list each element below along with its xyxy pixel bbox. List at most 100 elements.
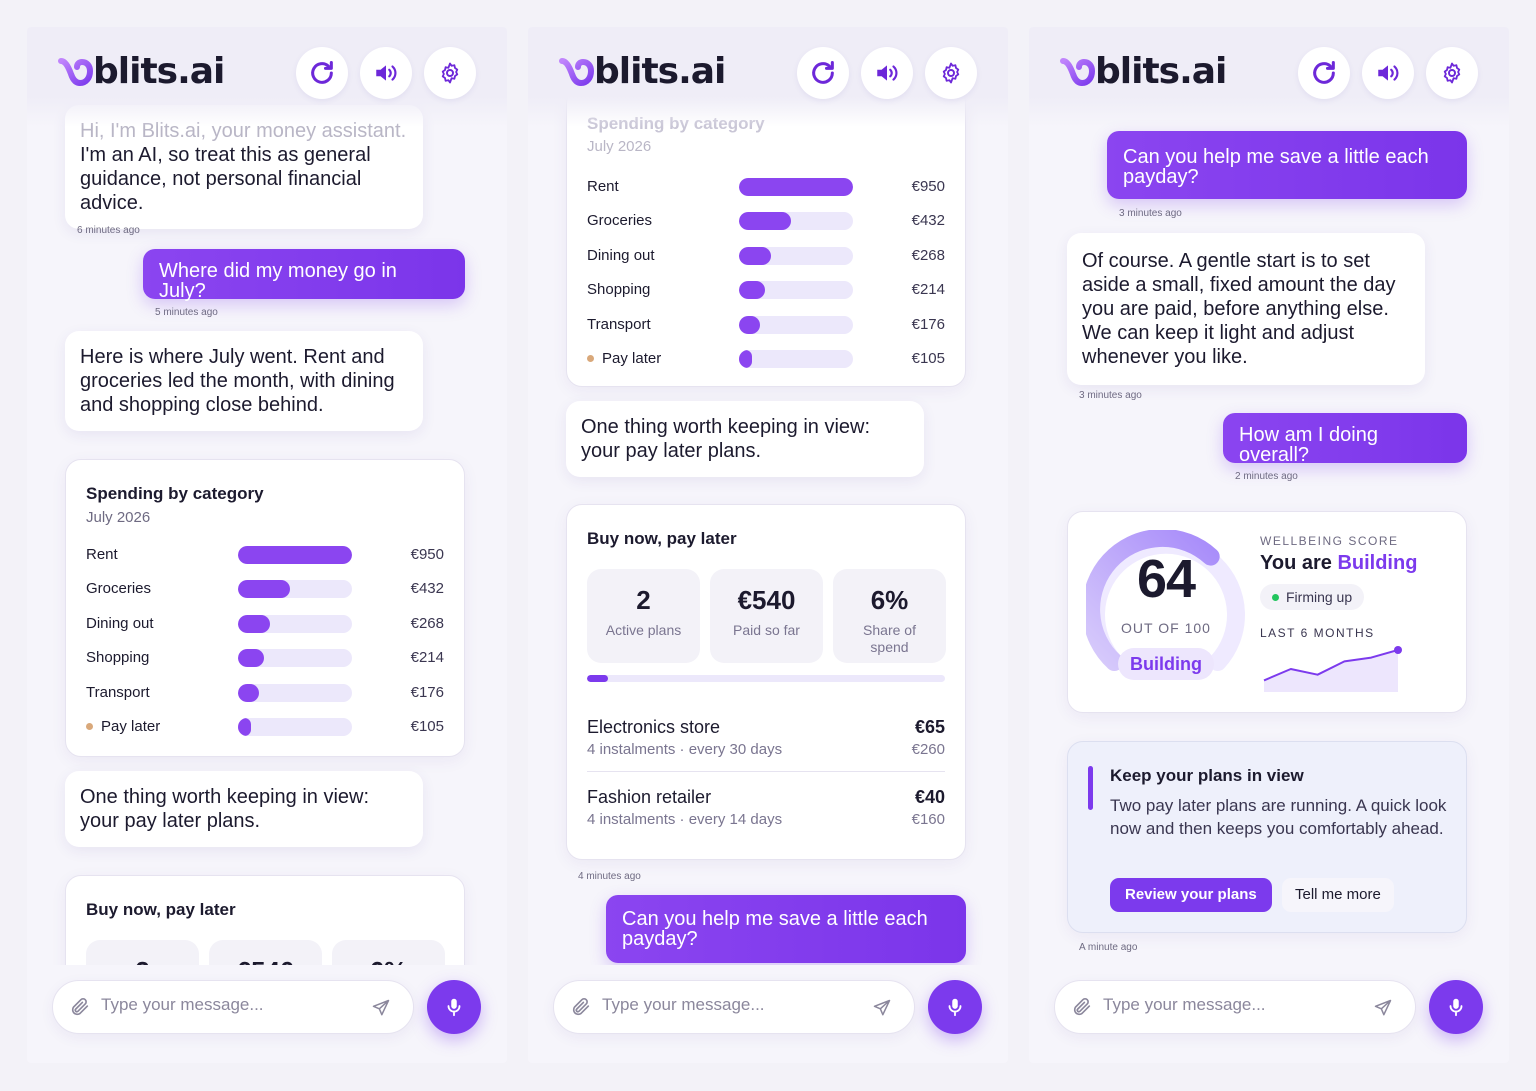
paperclip-icon[interactable] <box>1071 996 1093 1022</box>
message-input[interactable] <box>602 995 862 1015</box>
category-name-text: Dining out <box>587 246 655 264</box>
category-name: Dining out <box>587 247 655 264</box>
category-bar <box>739 246 772 265</box>
timestamp: 6 minutes ago <box>77 225 140 236</box>
category-name: Transport <box>587 316 651 333</box>
sound-button[interactable] <box>1362 47 1414 99</box>
category-value: €950 <box>911 178 945 195</box>
user-message: How am I doing overall? <box>1223 413 1467 465</box>
stat-paid: €540 Paid so far <box>710 569 823 663</box>
category-bar <box>739 281 765 300</box>
plan-meta: 4 instalments · every 30 days <box>587 741 783 758</box>
score-status-pill: Building <box>1118 648 1214 680</box>
logo-mark-icon <box>55 52 95 92</box>
plan-row[interactable]: Electronics store 4 instalments · every … <box>587 717 945 767</box>
settings-button[interactable] <box>1426 47 1478 99</box>
plan-name: Fashion retailer <box>587 787 712 807</box>
logo: blits.ai <box>55 51 225 92</box>
category-bar-track <box>238 718 352 736</box>
timestamp: 2 minutes ago <box>1235 471 1298 482</box>
category-row: Pay later €105 <box>86 716 444 738</box>
chat-panel-2: Spending by category July 2026 Rent€950G… <box>528 27 1008 1063</box>
message-composer <box>52 980 414 1034</box>
review-plans-button[interactable]: Review your plans <box>1110 878 1272 912</box>
category-name-text: Transport <box>86 683 150 701</box>
category-bar-track <box>739 212 853 231</box>
category-value: €105 <box>911 350 945 367</box>
refresh-icon <box>812 60 834 84</box>
score-gauge: 64 OUT OF 100 Building <box>1086 530 1246 680</box>
chat-scroll-area[interactable]: Spending by category July 2026 Rent€950G… <box>528 27 1008 965</box>
plan-amount: €40 <box>914 787 945 807</box>
card-title: Buy now, pay later <box>587 529 737 548</box>
chat-scroll-area[interactable]: Hi, I'm Blits.ai, your money assistant. … <box>27 27 507 965</box>
microphone-button[interactable] <box>427 980 481 1034</box>
pay-later-dot-icon <box>86 723 93 730</box>
message-input[interactable] <box>1103 995 1363 1015</box>
paperclip-icon[interactable] <box>570 996 592 1022</box>
send-icon[interactable] <box>1373 998 1393 1022</box>
category-name: Pay later <box>86 718 160 735</box>
stat-paid: €540 <box>209 940 322 965</box>
send-icon[interactable] <box>371 998 391 1022</box>
send-icon[interactable] <box>872 998 892 1022</box>
sparkline-line <box>1263 649 1399 682</box>
chat-panel-3: Can you help me save a little each payda… <box>1029 27 1509 1063</box>
trend-chip: Firming up <box>1260 584 1365 610</box>
category-name-text: Pay later <box>101 718 161 735</box>
keep-title: Keep your plans in view <box>1110 766 1304 785</box>
app-header: blits.ai <box>528 27 1008 127</box>
accent-bar <box>1088 766 1093 810</box>
plan-total: €160 <box>911 811 945 828</box>
score-value: 64 <box>1136 549 1196 609</box>
category-name: Pay later <box>587 350 661 367</box>
microphone-button[interactable] <box>1429 980 1483 1034</box>
refresh-button[interactable] <box>797 47 849 99</box>
category-row: Rent €950 <box>86 544 444 566</box>
sparkline-endpoint <box>1394 646 1402 654</box>
refresh-button[interactable] <box>1298 47 1350 99</box>
gear-icon <box>942 62 960 84</box>
score-title-prefix: You are <box>1260 552 1332 574</box>
stat-active-plans: 2 Active plans <box>587 569 700 663</box>
paperclip-icon[interactable] <box>69 996 91 1022</box>
tell-me-more-button[interactable]: Tell me more <box>1282 878 1394 912</box>
category-bar <box>739 350 752 368</box>
stat-value: 6% <box>870 585 909 615</box>
category-name: Groceries <box>587 212 652 229</box>
logo: blits.ai <box>556 51 726 92</box>
wellbeing-score-card: 64 OUT OF 100 Building WELLBEING SCORE Y… <box>1067 511 1467 713</box>
gear-icon <box>1443 62 1461 84</box>
spending-card: Spending by category July 2026 Rent €950 G… <box>65 459 465 757</box>
settings-button[interactable] <box>424 47 476 99</box>
category-name-text: Pay later <box>602 350 662 367</box>
microphone-button[interactable] <box>928 980 982 1034</box>
category-value: €432 <box>911 212 945 230</box>
category-name-text: Shopping <box>587 281 651 299</box>
category-name: Dining out <box>86 615 154 632</box>
category-name: Shopping <box>86 649 149 666</box>
app-header: blits.ai <box>27 27 507 127</box>
stat-label: Share of spend <box>863 622 916 655</box>
category-value: €105 <box>410 718 444 735</box>
sound-button[interactable] <box>360 47 412 99</box>
plan-meta: 4 instalments · every 14 days <box>587 811 783 828</box>
message-input[interactable] <box>101 995 361 1015</box>
category-bar-track <box>739 281 853 300</box>
chat-scroll-area[interactable]: Can you help me save a little each payda… <box>1029 27 1509 965</box>
refresh-button[interactable] <box>296 47 348 99</box>
settings-button[interactable] <box>925 47 977 99</box>
category-bar <box>238 580 290 599</box>
score-title: You are Building <box>1260 552 1417 575</box>
plan-row[interactable]: Fashion retailer 4 instalments · every 1… <box>587 787 945 837</box>
divider <box>587 771 945 772</box>
category-bar <box>238 718 251 736</box>
gear-icon <box>441 62 459 84</box>
speaker-icon <box>376 65 397 81</box>
card-title: Spending by category <box>86 484 264 503</box>
category-name-text: Groceries <box>587 212 653 230</box>
timestamp: 3 minutes ago <box>1119 208 1182 219</box>
sound-button[interactable] <box>861 47 913 99</box>
category-row: Pay later €105 <box>587 348 945 370</box>
speaker-icon <box>877 65 898 81</box>
